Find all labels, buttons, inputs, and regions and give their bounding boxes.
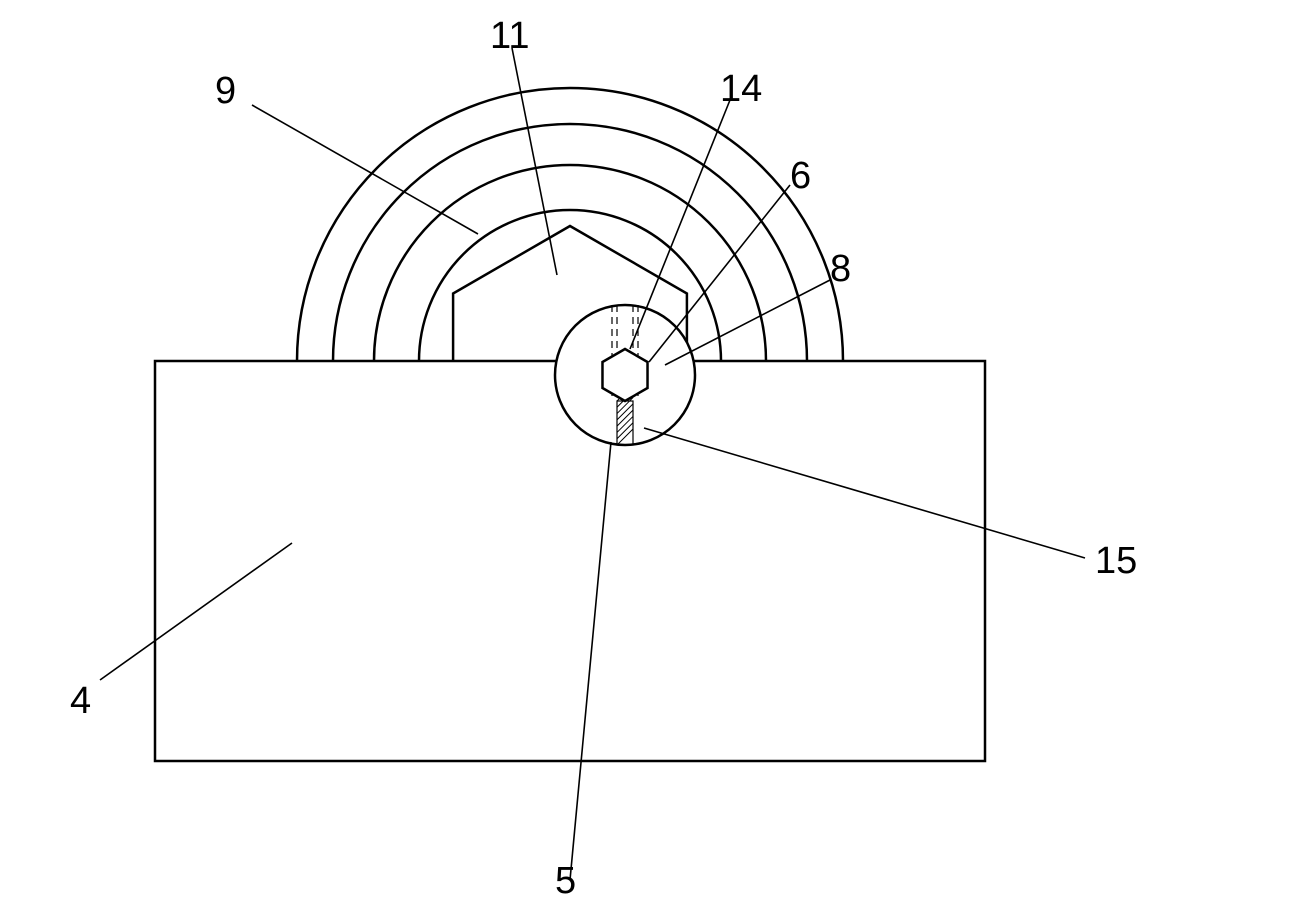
diagram-svg bbox=[0, 0, 1293, 912]
label-11: 11 bbox=[490, 15, 529, 58]
label-6: 6 bbox=[790, 155, 811, 198]
diagram-canvas: 4 5 6 8 9 11 14 15 bbox=[0, 0, 1293, 912]
leader-8 bbox=[665, 280, 830, 365]
label-14: 14 bbox=[720, 68, 762, 111]
label-8: 8 bbox=[830, 248, 851, 291]
base-rect bbox=[155, 361, 985, 761]
label-4: 4 bbox=[70, 680, 91, 723]
label-5: 5 bbox=[555, 860, 576, 903]
hex-inner bbox=[602, 349, 647, 401]
label-15: 15 bbox=[1095, 540, 1137, 583]
leader-11 bbox=[512, 48, 557, 275]
label-9: 9 bbox=[215, 70, 236, 113]
leader-9 bbox=[252, 105, 478, 234]
